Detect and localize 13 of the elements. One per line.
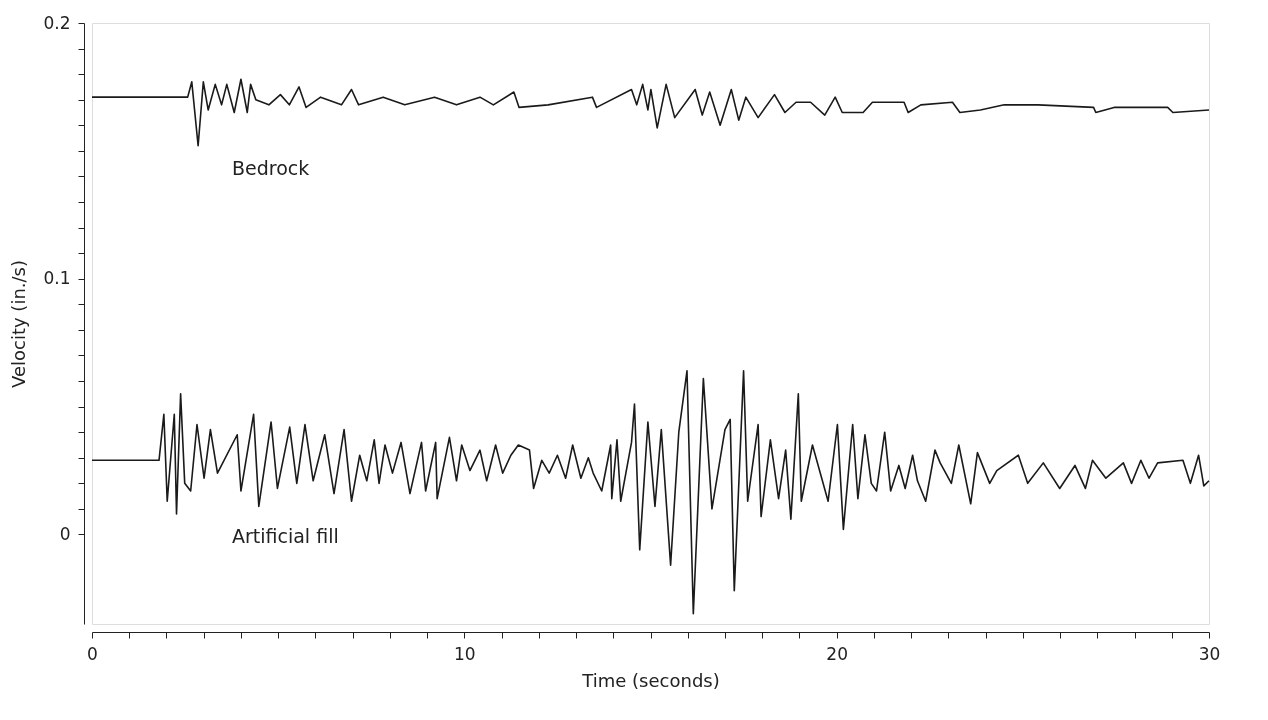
x-tick-label: 20 [826, 643, 848, 664]
x-axis-title: Time (seconds) [581, 669, 720, 691]
x-tick-label: 10 [454, 643, 476, 664]
line-series [91, 78, 1210, 147]
y-tick-label: 0.2 [43, 12, 71, 33]
series-label: Artificial fill [232, 525, 339, 548]
series-label: Bedrock [232, 156, 310, 179]
y-axis-title: Velocity (in./s) [8, 260, 30, 388]
x-tick-label: 30 [1198, 643, 1221, 664]
y-tick-label: 0.1 [43, 268, 71, 289]
y-tick-label: 0 [59, 523, 71, 544]
x-tick-label: 0 [87, 643, 98, 664]
line-series [91, 370, 1210, 615]
